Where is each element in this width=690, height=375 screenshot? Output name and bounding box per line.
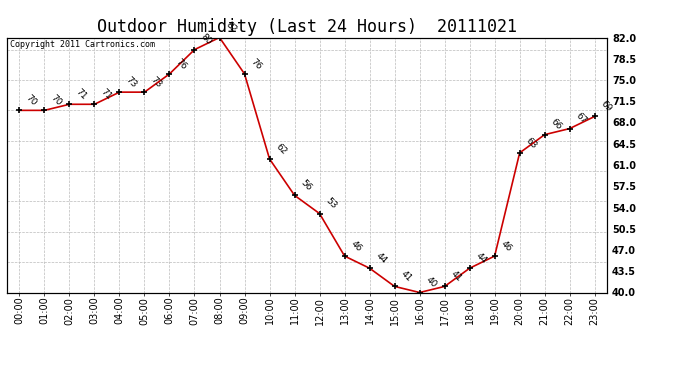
- Text: 76: 76: [248, 57, 263, 71]
- Title: Outdoor Humidity (Last 24 Hours)  20111021: Outdoor Humidity (Last 24 Hours) 2011102…: [97, 18, 517, 36]
- Text: 44: 44: [374, 251, 388, 266]
- Text: 44: 44: [474, 251, 488, 266]
- Text: 41: 41: [399, 269, 413, 284]
- Text: 82: 82: [224, 20, 238, 35]
- Text: 69: 69: [599, 99, 613, 114]
- Text: 62: 62: [274, 142, 288, 156]
- Text: 70: 70: [48, 93, 63, 108]
- Text: 41: 41: [448, 269, 463, 284]
- Text: 67: 67: [574, 111, 589, 126]
- Text: 46: 46: [499, 239, 513, 253]
- Text: 40: 40: [424, 275, 438, 290]
- Text: 46: 46: [348, 239, 363, 253]
- Text: 80: 80: [199, 32, 213, 47]
- Text: 66: 66: [549, 117, 563, 132]
- Text: 71: 71: [74, 87, 88, 102]
- Text: 53: 53: [324, 196, 338, 211]
- Text: 76: 76: [174, 57, 188, 71]
- Text: 70: 70: [23, 93, 38, 108]
- Text: 63: 63: [524, 136, 538, 150]
- Text: 56: 56: [299, 178, 313, 193]
- Text: 73: 73: [124, 75, 138, 89]
- Text: Copyright 2011 Cartronics.com: Copyright 2011 Cartronics.com: [10, 40, 155, 49]
- Text: 73: 73: [148, 75, 163, 89]
- Text: 71: 71: [99, 87, 113, 102]
